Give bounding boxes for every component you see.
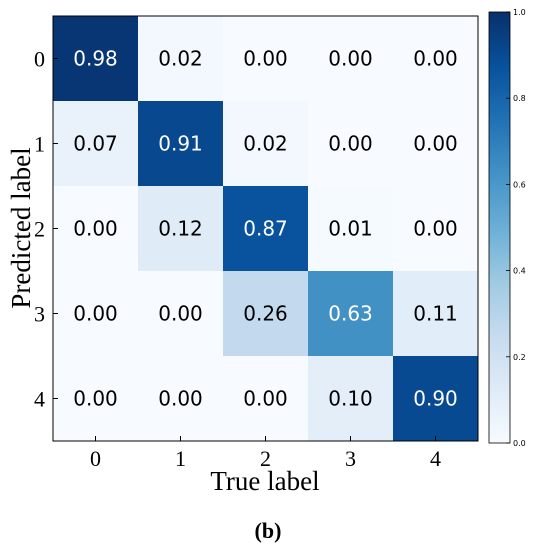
heatmap-cell	[138, 356, 224, 442]
cell-value-label: 0.00	[243, 387, 288, 411]
cell-value-label: 0.00	[328, 132, 373, 156]
x-tick-label: 3	[345, 446, 356, 471]
cell-value-label: 0.11	[413, 302, 458, 326]
y-tick-label: 4	[34, 387, 45, 412]
heatmap-cell	[223, 356, 309, 442]
y-tick-label: 3	[34, 302, 45, 327]
heatmap-cell	[138, 186, 224, 272]
cell-value-label: 0.87	[243, 217, 288, 241]
cell-value-label: 0.00	[413, 132, 458, 156]
y-tick-label: 2	[34, 217, 45, 242]
colorbar-tick-label: 0.8	[513, 94, 526, 103]
y-tick-label: 1	[34, 132, 45, 157]
heatmap-cells: 0.98 0.02 0.00 0.00 0.00 0.07 0.91 0.02 0.00 0.00…	[53, 16, 479, 442]
confusion-matrix-chart: 0.98 0.02 0.00 0.00 0.000.07 0.91 0.02 0.00 0.00…	[6, 8, 526, 496]
heatmap-cell	[53, 186, 139, 272]
heatmap-cell	[308, 101, 394, 187]
cell-value-label: 0.00	[413, 217, 458, 241]
cell-value-label: 0.00	[413, 47, 458, 71]
cell-value-label: 0.00	[73, 387, 118, 411]
cell-value-label: 0.00	[158, 387, 203, 411]
cell-value-label: 0.00	[158, 302, 203, 326]
colorbar-tick-label: 0.2	[513, 353, 526, 362]
heatmap-cell	[138, 271, 224, 357]
cell-value-label: 0.98	[73, 47, 118, 71]
x-tick-label: 0	[90, 446, 101, 471]
caption-label: (b)	[254, 518, 282, 543]
colorbar-tick-label: 0.6	[513, 180, 526, 189]
heatmap-cell	[393, 16, 479, 102]
heatmap-cell	[308, 271, 394, 357]
colorbar	[488, 11, 511, 444]
cell-value-label: 0.01	[328, 217, 373, 241]
heatmap-cell	[138, 16, 224, 102]
x-tick-label: 2	[260, 446, 271, 471]
cell-value-label: 0.00	[73, 217, 118, 241]
heatmap-cell	[393, 356, 479, 442]
y-tick-label: 0	[34, 47, 45, 72]
heatmap-cell	[223, 271, 309, 357]
cell-value-label: 0.07	[73, 132, 118, 156]
x-tick-label: 1	[175, 446, 186, 471]
cell-value-label: 0.90	[413, 387, 458, 411]
cell-value-label: 0.00	[73, 302, 118, 326]
x-axis-ticks: 0 1 2 3 4	[90, 436, 441, 471]
cell-value-label: 0.00	[328, 47, 373, 71]
heatmap-cell	[53, 356, 139, 442]
heatmap-cell	[53, 16, 139, 102]
heatmap-cell	[223, 101, 309, 187]
heatmap-cell	[308, 356, 394, 442]
heatmap-cell	[138, 101, 224, 187]
x-tick-label: 4	[430, 446, 441, 471]
cell-value-label: 0.02	[243, 132, 288, 156]
heatmap-cell	[223, 16, 309, 102]
y-axis-title: Predicted label	[6, 147, 36, 308]
cell-value-label: 0.10	[328, 387, 373, 411]
cell-value-label: 0.02	[158, 47, 203, 71]
cell-value-label: 0.26	[243, 302, 288, 326]
heatmap-cell	[393, 186, 479, 272]
heatmap-cell	[53, 101, 139, 187]
colorbar-tick-label: 1.0	[513, 8, 526, 17]
cell-value-label: 0.63	[328, 302, 373, 326]
heatmap-cell	[223, 186, 309, 272]
heatmap-cell	[393, 271, 479, 357]
cell-value-label: 0.00	[243, 47, 288, 71]
x-axis-title: True label	[210, 466, 319, 496]
figure-caption: (b)	[0, 518, 536, 544]
heatmap-cell	[308, 16, 394, 102]
heatmap-cell	[308, 186, 394, 272]
cell-value-label: 0.12	[158, 217, 203, 241]
colorbar-tick-label: 0.0	[513, 439, 526, 448]
cell-value-label: 0.91	[158, 132, 203, 156]
y-axis-ticks: 0 1 2 3 4	[34, 47, 58, 412]
heatmap-cell	[393, 101, 479, 187]
colorbar-ticks: 0.0 0.2 0.4 0.6 0.8 1.0	[506, 8, 526, 448]
colorbar-tick-label: 0.4	[513, 267, 526, 276]
heatmap-cell	[53, 271, 139, 357]
